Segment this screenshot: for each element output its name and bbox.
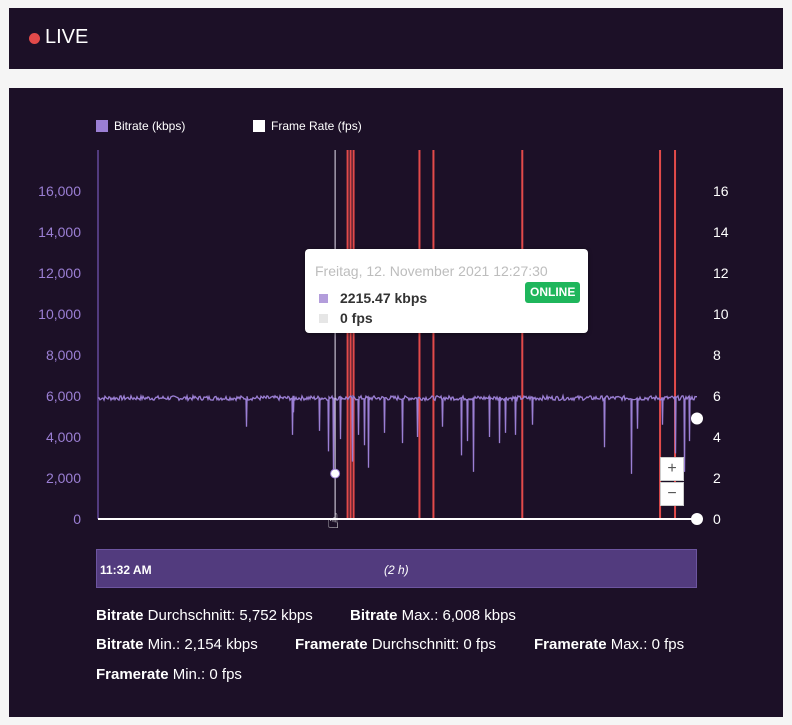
y-right-tick-label: 6 xyxy=(713,388,721,404)
y-right-tick-label: 16 xyxy=(713,183,729,199)
y-right-tick-label: 4 xyxy=(713,429,721,445)
stat-framerate-min: Framerate Min.: 0 fps xyxy=(96,666,242,684)
y-right-tick-label: 2 xyxy=(713,470,721,486)
stat-framerate-min-key: Framerate xyxy=(96,666,169,683)
legend-bitrate[interactable]: Bitrate (kbps) xyxy=(96,118,185,134)
tooltip-fps-row: 0 fps xyxy=(319,310,373,326)
stat-bitrate-max-label: Max.: xyxy=(397,607,443,624)
tooltip-fps-swatch xyxy=(319,314,328,323)
hover-bitrate-marker xyxy=(330,468,341,479)
live-title: LIVE xyxy=(45,26,89,48)
bitrate-series-line xyxy=(97,393,697,474)
legend-bitrate-label: Bitrate (kbps) xyxy=(114,119,186,133)
stat-framerate-avg-key: Framerate xyxy=(295,636,368,653)
y-left-tick-label: 10,000 xyxy=(38,306,81,322)
stat-framerate-avg: Framerate Durchschnitt: 0 fps xyxy=(295,636,496,654)
stat-bitrate-avg: Bitrate Durchschnitt: 5,752 kbps xyxy=(96,607,313,625)
legend-framerate-label: Frame Rate (fps) xyxy=(271,119,362,133)
legend-bitrate-swatch xyxy=(96,120,108,132)
y-right-tick-label: 10 xyxy=(713,306,729,322)
y-left-tick-label: 0 xyxy=(73,511,81,527)
tooltip-fps-value: 0 fps xyxy=(340,310,373,326)
y-left-tick-label: 16,000 xyxy=(38,183,81,199)
y-left-tick-label: 4,000 xyxy=(46,429,81,445)
time-navigator[interactable]: 11:32 AM (2 h) xyxy=(96,549,697,588)
tooltip-bitrate-swatch xyxy=(319,294,328,303)
stat-bitrate-avg-key: Bitrate xyxy=(96,607,144,624)
stat-framerate-max-label: Max.: xyxy=(606,636,652,653)
y-left-tick-label: 12,000 xyxy=(38,265,81,281)
framerate-end-marker xyxy=(691,513,703,525)
y-right-tick-label: 14 xyxy=(713,224,729,240)
online-status-badge: ONLINE xyxy=(525,282,581,303)
tooltip-bitrate-value: 2215.47 kbps xyxy=(340,290,428,306)
stream-chart-panel: Bitrate (kbps) Frame Rate (fps) 0 2,000 4,… xyxy=(9,88,783,717)
legend-framerate-swatch xyxy=(253,120,265,132)
live-indicator-dot xyxy=(29,33,40,44)
zoom-in-button[interactable]: + xyxy=(660,457,684,481)
navigator-duration: (2 h) xyxy=(384,563,409,577)
stat-framerate-max: Framerate Max.: 0 fps xyxy=(534,636,684,654)
stat-bitrate-max-key: Bitrate xyxy=(350,607,398,624)
stat-framerate-min-label: Min.: xyxy=(168,666,210,683)
zoom-out-button[interactable]: − xyxy=(660,482,684,506)
bitrate-end-marker xyxy=(691,412,703,425)
y-left-tick-label: 2,000 xyxy=(46,470,81,486)
stat-bitrate-avg-value: 5,752 kbps xyxy=(239,607,313,624)
tooltip-bitrate-row: 2215.47 kbps xyxy=(319,290,427,306)
y-right-tick-label: 8 xyxy=(713,347,721,363)
y-left-tick-label: 6,000 xyxy=(46,388,81,404)
stat-bitrate-min-label: Min.: xyxy=(143,636,185,653)
stat-bitrate-min-value: 2,154 kbps xyxy=(184,636,258,653)
stat-bitrate-max-value: 6,008 kbps xyxy=(442,607,516,624)
hand-cursor-icon: ☝ xyxy=(327,509,339,533)
live-header: LIVE xyxy=(9,8,783,69)
tooltip-date: Freitag, 12. November 2021 12:27:30 xyxy=(315,263,548,279)
stat-framerate-min-value: 0 fps xyxy=(209,666,242,683)
legend-framerate[interactable]: Frame Rate (fps) xyxy=(253,118,362,134)
stat-bitrate-avg-label: Durchschnitt: xyxy=(143,607,240,624)
stat-framerate-avg-value: 0 fps xyxy=(463,636,496,653)
stat-framerate-max-key: Framerate xyxy=(534,636,607,653)
stat-bitrate-max: Bitrate Max.: 6,008 kbps xyxy=(350,607,516,625)
stat-bitrate-min: Bitrate Min.: 2,154 kbps xyxy=(96,636,258,654)
bitrate-chart[interactable]: 0 2,000 4,000 6,000 8,000 10,000 12,000 14,000 1… xyxy=(9,88,783,548)
stat-framerate-avg-label: Durchschnitt: xyxy=(367,636,464,653)
stat-framerate-max-value: 0 fps xyxy=(651,636,685,653)
chart-tooltip: Freitag, 12. November 2021 12:27:30 2215… xyxy=(305,249,588,333)
navigator-start-time: 11:32 AM xyxy=(100,563,152,577)
y-right-tick-label: 12 xyxy=(713,265,729,281)
stat-bitrate-min-key: Bitrate xyxy=(96,636,144,653)
y-right-tick-label: 0 xyxy=(713,511,721,527)
y-left-tick-label: 14,000 xyxy=(38,224,81,240)
y-left-tick-label: 8,000 xyxy=(46,347,81,363)
